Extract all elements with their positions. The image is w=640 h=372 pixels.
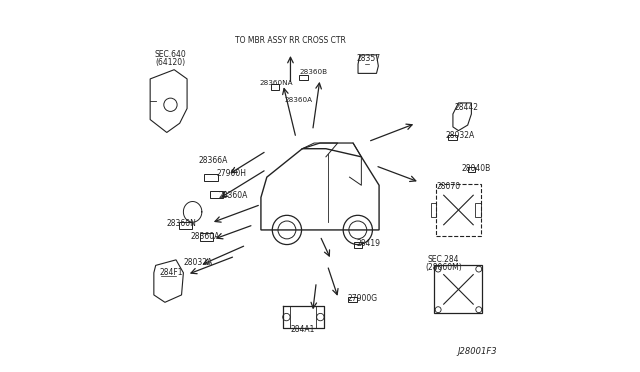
Text: SEC.284: SEC.284 xyxy=(428,255,460,264)
Text: 28360A: 28360A xyxy=(218,191,248,200)
Text: 28360NA: 28360NA xyxy=(259,80,292,86)
Text: (64120): (64120) xyxy=(156,58,186,67)
Text: 28032A: 28032A xyxy=(445,131,475,140)
Text: 27900G: 27900G xyxy=(348,294,378,303)
Bar xyxy=(210,190,223,199)
Text: 28419: 28419 xyxy=(356,239,380,248)
Text: 27900H: 27900H xyxy=(216,169,246,177)
Bar xyxy=(353,243,362,248)
Text: 284A1: 284A1 xyxy=(291,325,315,334)
Text: 28357: 28357 xyxy=(357,54,381,63)
Bar xyxy=(179,221,192,230)
Bar xyxy=(435,265,483,313)
Text: 28040B: 28040B xyxy=(461,164,491,173)
Text: 28366A: 28366A xyxy=(198,156,228,166)
Text: 28360N: 28360N xyxy=(167,219,196,228)
Text: 28032A: 28032A xyxy=(184,258,212,267)
Bar xyxy=(475,203,481,217)
Text: (28060M): (28060M) xyxy=(426,263,462,272)
Text: SEC.640: SEC.640 xyxy=(155,51,186,60)
Bar xyxy=(431,203,436,217)
Bar xyxy=(448,135,456,140)
Bar xyxy=(299,75,308,80)
Bar xyxy=(468,167,475,171)
Text: 28360A: 28360A xyxy=(191,232,220,241)
Text: TO MBR ASSY RR CROSS CTR: TO MBR ASSY RR CROSS CTR xyxy=(235,36,346,45)
Bar xyxy=(204,173,218,182)
Bar xyxy=(271,84,280,90)
Text: 28442: 28442 xyxy=(455,103,479,112)
Text: 28360A: 28360A xyxy=(285,97,313,103)
Bar xyxy=(348,297,357,302)
Text: 28070: 28070 xyxy=(436,182,460,191)
Bar xyxy=(200,233,213,241)
Bar xyxy=(436,184,481,236)
Text: 28360B: 28360B xyxy=(300,69,328,75)
Text: 284F1: 284F1 xyxy=(159,268,183,277)
Text: J28001F3: J28001F3 xyxy=(458,347,497,356)
